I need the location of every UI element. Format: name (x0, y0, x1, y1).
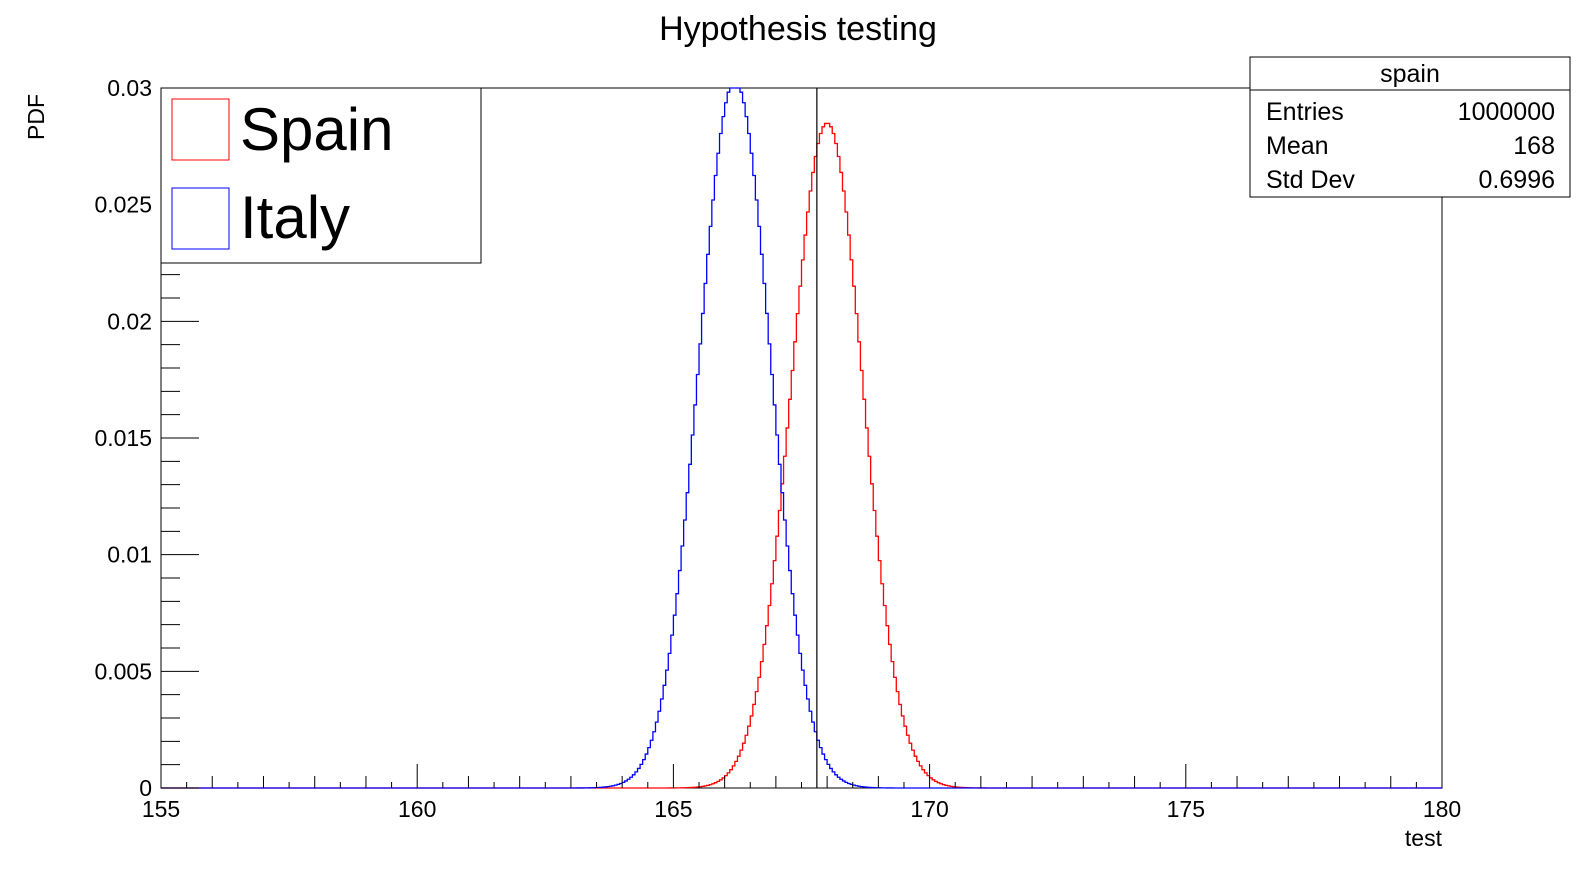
x-tick-label: 175 (1167, 796, 1205, 822)
x-tick-label: 155 (142, 796, 180, 822)
plot-area: 155 160 165 170 175 180 0 0.005 0.01 0.015 0.02 0.0… (94, 75, 1461, 822)
stats-value-entries: 1000000 (1458, 98, 1555, 126)
x-axis-title: test (1405, 825, 1443, 851)
stats-value-stddev: 0.6996 (1479, 166, 1555, 194)
y-tick-label: 0.005 (94, 658, 152, 684)
stats-label-entries: Entries (1266, 98, 1344, 126)
y-tick-label: 0.03 (107, 75, 152, 101)
legend-swatch-spain (171, 98, 230, 161)
y-tick-label: 0.015 (94, 425, 152, 451)
legend: Spain Italy (160, 87, 482, 264)
y-tick-label: 0.025 (94, 192, 152, 218)
stats-label-mean: Mean (1266, 132, 1329, 160)
legend-box (160, 87, 482, 264)
stats-box-frame (1249, 56, 1571, 198)
legend-label-spain: Spain (240, 96, 393, 163)
stats-box: spain Entries 1000000 Mean 168 Std Dev 0… (1249, 56, 1571, 198)
x-tick-label: 180 (1423, 796, 1461, 822)
y-axis-title: PDF (23, 94, 49, 140)
y-tick-label: 0.02 (107, 308, 152, 334)
chart-title: Hypothesis testing (659, 10, 937, 48)
stats-label-stddev: Std Dev (1266, 166, 1355, 194)
histogram-series-italy (161, 87, 1442, 789)
stats-value-mean: 168 (1513, 132, 1555, 160)
legend-label-italy: Italy (240, 184, 350, 251)
y-tick-label: 0 (139, 775, 152, 801)
x-tick-label: 165 (654, 796, 692, 822)
x-tick-label: 160 (398, 796, 436, 822)
stats-box-title: spain (1380, 60, 1440, 88)
x-tick-label: 170 (910, 796, 948, 822)
legend-swatch-italy (171, 187, 230, 250)
y-tick-label: 0.01 (107, 542, 152, 568)
